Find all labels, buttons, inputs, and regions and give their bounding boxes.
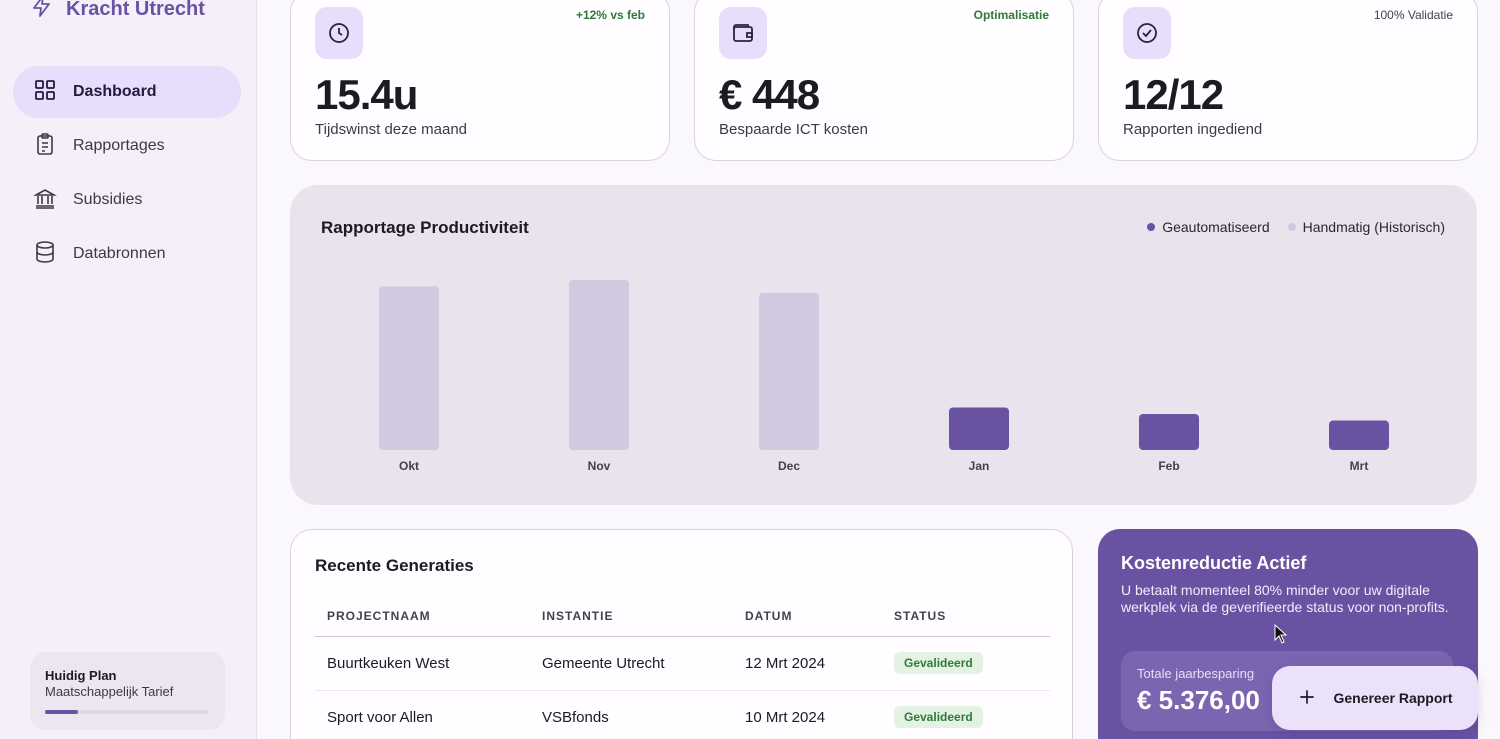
legend-item-automated: Geautomatiseerd xyxy=(1147,219,1270,235)
savings-label: Totale jaarbesparing xyxy=(1137,666,1255,681)
cell-instance: Gemeente Utrecht xyxy=(530,636,733,691)
sidebar-item-label: Databronnen xyxy=(73,245,166,262)
column-header[interactable]: PROJECTNAAM xyxy=(315,596,530,637)
check-circle-icon xyxy=(1123,7,1171,59)
table-title: Recente Generaties xyxy=(315,556,474,575)
bar-mrt[interactable] xyxy=(1329,420,1389,450)
stat-badge: Optimalisatie xyxy=(973,8,1049,22)
bank-icon xyxy=(32,186,58,215)
legend-label: Geautomatiseerd xyxy=(1162,219,1270,235)
x-tick-label: Dec xyxy=(778,459,800,473)
cell-project: Buurtkeuken West xyxy=(315,636,530,691)
bar-nov[interactable] xyxy=(569,279,629,450)
stat-badge: 100% Validatie xyxy=(1373,8,1453,22)
x-tick-label: Jan xyxy=(969,459,990,473)
cell-date: 12 Mrt 2024 xyxy=(733,636,882,691)
table-row[interactable]: Buurtkeuken West Gemeente Utrecht 12 Mrt… xyxy=(315,636,1050,691)
legend-dot xyxy=(1147,223,1156,231)
promo-title: Kostenreductie Actief xyxy=(1121,553,1307,573)
generate-report-button[interactable]: Genereer Rapport xyxy=(1272,666,1478,730)
cell-status: Gevalideerd xyxy=(882,636,1050,691)
generations-table: PROJECTNAAM INSTANTIE DATUM STATUS Buurt… xyxy=(315,596,1050,739)
stat-label: Rapporten ingediend xyxy=(1123,121,1263,138)
stat-value: € 448 xyxy=(719,71,820,118)
sidebar-item-rapportages[interactable]: Rapportages xyxy=(13,120,241,172)
stat-value: 15.4u xyxy=(315,71,418,118)
sidebar-item-label: Dashboard xyxy=(73,83,157,100)
column-header[interactable]: DATUM xyxy=(733,596,882,637)
sidebar-item-label: Subsidies xyxy=(73,191,143,208)
stat-card-time-saved: +12% vs feb 15.4u Tijdswinst deze maand xyxy=(290,0,670,161)
savings-value: € 5.376,00 xyxy=(1137,685,1260,715)
plus-icon xyxy=(1297,687,1317,710)
sidebar: Kracht Utrecht Dashboard Rapportages Sub… xyxy=(0,0,257,739)
lightning-icon xyxy=(30,0,54,24)
stat-card-ict-costs: Optimalisatie € 448 Bespaarde ICT kosten xyxy=(694,0,1074,161)
status-badge: Gevalideerd xyxy=(894,652,983,674)
database-icon xyxy=(33,240,57,269)
table-row[interactable]: Sport voor Allen VSBfonds 10 Mrt 2024 Ge… xyxy=(315,690,1050,739)
productivity-chart: Okt Nov Dec Jan Feb Mrt Rapportage Productivi… xyxy=(290,185,1477,505)
cell-date: 10 Mrt 2024 xyxy=(733,690,882,739)
x-tick-label: Nov xyxy=(588,459,611,473)
legend-item-manual: Handmatig (Historisch) xyxy=(1287,219,1445,235)
cell-project: Sport voor Allen xyxy=(315,690,530,739)
sidebar-item-databronnen[interactable]: Databronnen xyxy=(13,228,241,280)
legend-label: Handmatig (Historisch) xyxy=(1302,219,1445,235)
column-header[interactable]: INSTANTIE xyxy=(530,596,733,637)
stat-badge: +12% vs feb xyxy=(575,8,645,22)
plan-card: Huidig Plan Maatschappelijk Tarief xyxy=(30,652,225,730)
bar-dec[interactable] xyxy=(759,292,819,450)
chart-legend: Geautomatiseerd Handmatig (Historisch) xyxy=(1147,219,1445,235)
clipboard-icon xyxy=(33,132,57,161)
legend-dot xyxy=(1287,223,1296,231)
brand[interactable]: Kracht Utrecht xyxy=(30,0,205,24)
status-badge: Gevalideerd xyxy=(894,706,983,728)
mouse-cursor-icon xyxy=(1274,624,1288,644)
plan-progress-fill xyxy=(45,710,78,714)
column-header[interactable]: STATUS xyxy=(882,596,1050,637)
grid-icon xyxy=(33,78,57,107)
x-tick-label: Feb xyxy=(1158,459,1179,473)
chart-canvas: Okt Nov Dec Jan Feb Mrt xyxy=(379,279,1389,473)
cell-instance: VSBfonds xyxy=(530,690,733,739)
bar-okt[interactable] xyxy=(379,286,439,450)
sidebar-item-dashboard[interactable]: Dashboard xyxy=(13,66,241,118)
table-header-row: PROJECTNAAM INSTANTIE DATUM STATUS xyxy=(315,596,1050,637)
chart-title: Rapportage Productiviteit xyxy=(321,218,529,237)
clock-icon xyxy=(315,7,363,59)
x-tick-label: Mrt xyxy=(1350,459,1369,473)
plan-progress-bar xyxy=(45,710,208,714)
stat-label: Bespaarde ICT kosten xyxy=(719,121,868,138)
plan-subtitle: Maatschappelijk Tarief xyxy=(45,684,174,699)
promo-description: U betaalt momenteel 80% minder voor uw d… xyxy=(1121,582,1449,615)
sidebar-item-subsidies[interactable]: Subsidies xyxy=(13,174,241,226)
cell-status: Gevalideerd xyxy=(882,690,1050,739)
sidebar-item-label: Rapportages xyxy=(73,137,165,154)
stat-value: 12/12 xyxy=(1123,71,1224,118)
brand-name: Kracht Utrecht xyxy=(66,0,205,20)
stat-label: Tijdswinst deze maand xyxy=(315,121,468,138)
x-tick-label: Okt xyxy=(399,459,419,473)
generate-report-label: Genereer Rapport xyxy=(1333,690,1453,706)
recent-generations: Recente Generaties PROJECTNAAM INSTANTIE… xyxy=(290,529,1073,739)
bar-jan[interactable] xyxy=(949,407,1009,450)
plan-title: Huidig Plan xyxy=(45,668,117,683)
wallet-icon xyxy=(719,7,767,59)
stat-card-reports: 100% Validatie 12/12 Rapporten ingediend xyxy=(1098,0,1478,161)
bar-feb[interactable] xyxy=(1139,414,1199,450)
